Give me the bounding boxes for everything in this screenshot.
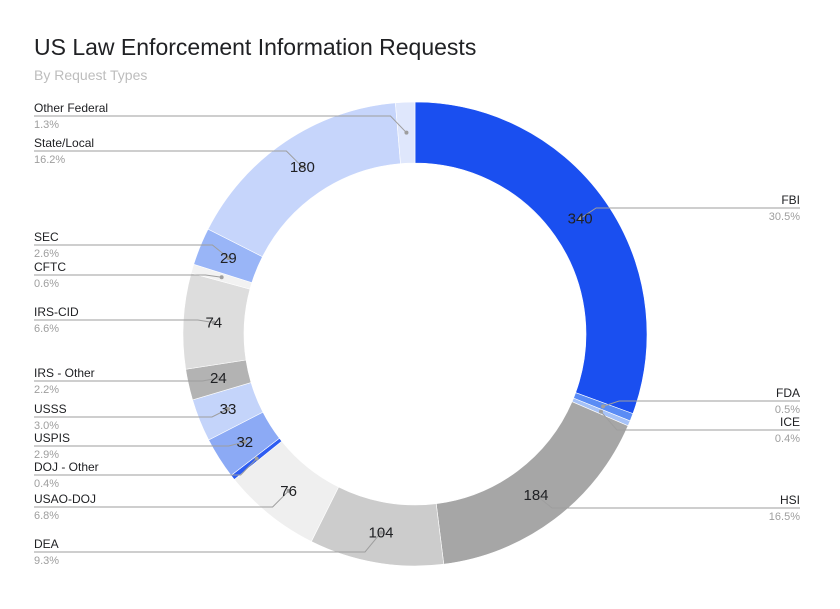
leader-line-usao-doj [34,490,289,508]
leader-dot-sec [226,255,231,260]
leader-dot-hsi [534,493,539,498]
legend-percent-usao-doj: 6.8% [34,510,59,522]
leader-dot-uspis [242,439,247,444]
leader-line-ice [600,411,800,431]
legend-label-irs-cid: IRS-CID [34,305,79,319]
chart-subtitle: By Request Types [34,67,148,83]
legend-percent-other-federal: 1.3% [34,119,59,131]
leader-dot-ice [598,409,603,414]
slice-value-hsi: 184 [523,487,548,504]
slice-value-sec: 29 [220,250,237,267]
legend-label-cftc: CFTC [34,260,66,274]
leader-line-usss [34,408,229,418]
leader-line-fda [602,400,800,407]
slice-hsi [435,401,629,565]
leader-line-sec [34,244,229,259]
legend-label-state-local: State/Local [34,136,94,150]
legend-label-ice: ICE [780,415,800,429]
legend-label-usao-doj: USAO-DOJ [34,492,96,506]
legend-percent-uspis: 2.9% [34,449,59,461]
leader-line-state-local [34,150,303,168]
legend-percent-usss: 3.0% [34,420,59,432]
slice-value-state-local: 180 [290,159,315,176]
legend-label-dea: DEA [34,537,59,551]
legend-label-fbi: FBI [781,193,800,207]
legend-percent-doj-other: 0.4% [34,478,59,490]
leader-dot-dea [379,530,384,535]
slice-value-irs-cid: 74 [205,315,222,332]
slice-state-local [207,102,401,258]
leader-line-other-federal [34,115,407,134]
slice-value-uspis: 32 [236,434,253,451]
leader-line-doj-other [34,458,258,476]
leader-line-irs-other [34,377,219,382]
leader-dot-state-local [300,164,305,169]
legend-label-doj-other: DOJ - Other [34,460,99,474]
leader-line-cftc [34,274,222,278]
slice-value-dea: 104 [368,525,393,542]
leader-line-hsi [535,494,800,509]
leader-dot-doj-other [254,456,259,461]
legend-label-hsi: HSI [780,493,800,507]
leader-dot-cftc [219,275,224,280]
legend-percent-irs-cid: 6.6% [34,323,59,335]
leader-line-irs-cid [34,319,214,324]
slice-value-usss: 33 [220,401,237,418]
legend-percent-state-local: 16.2% [34,154,65,166]
legend-percent-fbi: 30.5% [769,211,800,223]
legend-percent-hsi: 16.5% [769,511,800,523]
slice-value-fbi: 340 [568,211,593,228]
legend-percent-sec: 2.6% [34,248,59,260]
legend-percent-cftc: 0.6% [34,278,59,290]
chart-title: US Law Enforcement Information Requests [34,34,477,60]
legend-percent-dea: 9.3% [34,555,59,567]
leader-dot-usao-doj [286,488,291,493]
leader-line-fbi [579,207,800,219]
leader-line-uspis [34,441,245,447]
legend-label-fda: FDA [776,386,800,400]
legend-label-usss: USSS [34,402,67,416]
legend-percent-fda: 0.5% [775,404,800,416]
legend-percent-ice: 0.4% [775,433,800,445]
leader-line-dea [34,532,382,553]
leader-dot-irs-cid [211,320,216,325]
slice-value-usao-doj: 76 [280,483,297,500]
legend-label-other-federal: Other Federal [34,101,108,115]
legend-percent-irs-other: 2.2% [34,384,59,396]
leader-dot-fbi [578,216,583,221]
legend-label-sec: SEC [34,230,59,244]
slice-value-irs-other: 24 [210,370,227,387]
slice-fbi [414,101,648,415]
leader-dot-usss [225,407,230,412]
leader-dot-fda [601,404,606,409]
legend-label-uspis: USPIS [34,431,70,445]
leader-dot-irs-other [216,376,221,381]
legend-label-irs-other: IRS - Other [34,366,95,380]
leader-dot-other-federal [404,130,409,135]
